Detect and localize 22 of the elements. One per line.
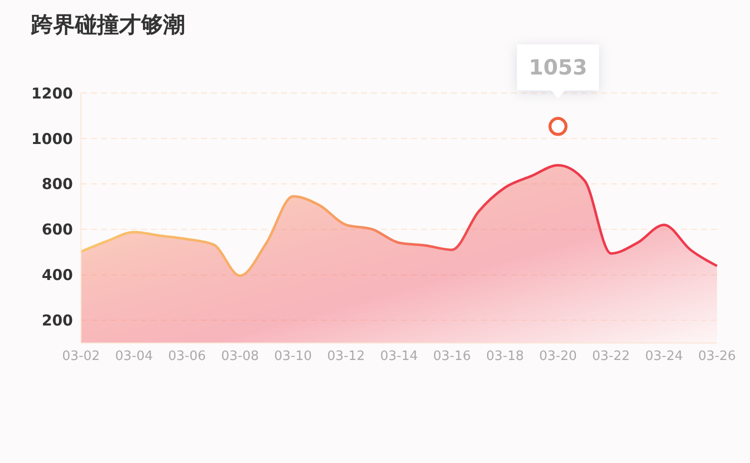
x-tick-label: 03-12: [327, 349, 365, 364]
y-tick-label: 400: [42, 266, 73, 284]
x-tick-label: 03-20: [539, 349, 577, 364]
x-tick-label: 03-08: [221, 349, 259, 364]
y-tick-label: 600: [42, 220, 73, 239]
y-tick-label: 200: [42, 312, 73, 330]
callout-box: 1053: [517, 44, 599, 98]
x-tick-label: 03-16: [433, 349, 471, 364]
x-tick-label: 03-04: [115, 349, 153, 364]
chart-title: 跨界碰撞才够潮: [31, 12, 185, 40]
y-tick-label: 1200: [31, 84, 73, 102]
x-tick-label: 03-18: [486, 349, 524, 364]
x-tick-label: 03-10: [274, 349, 312, 364]
y-tick-label: 800: [42, 175, 73, 194]
y-tick-label: 1000: [31, 130, 73, 148]
annotation: 1053: [528, 55, 588, 80]
x-tick-label: 03-22: [592, 349, 630, 364]
x-tick-label: 03-06: [168, 349, 206, 364]
x-tick-label: 03-24: [645, 349, 683, 364]
x-tick-label: 03-02: [62, 349, 100, 364]
x-tick-label: 03-26: [698, 349, 736, 364]
x-tick-label: 03-14: [380, 349, 418, 364]
